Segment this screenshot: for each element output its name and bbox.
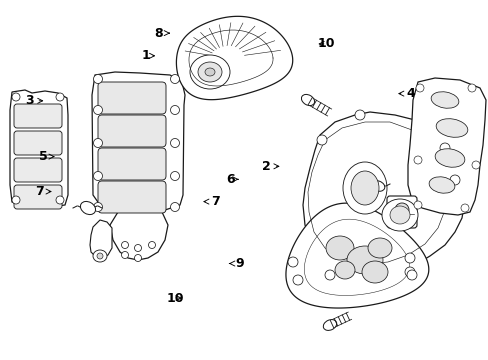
Ellipse shape bbox=[404, 253, 414, 263]
Text: 10: 10 bbox=[166, 292, 183, 305]
Ellipse shape bbox=[316, 135, 326, 145]
Ellipse shape bbox=[334, 261, 354, 279]
Ellipse shape bbox=[428, 177, 454, 193]
FancyBboxPatch shape bbox=[14, 131, 62, 155]
Ellipse shape bbox=[323, 320, 336, 330]
Ellipse shape bbox=[325, 270, 334, 280]
FancyBboxPatch shape bbox=[98, 148, 165, 180]
Ellipse shape bbox=[439, 143, 449, 153]
Polygon shape bbox=[90, 220, 112, 258]
Ellipse shape bbox=[354, 110, 364, 120]
Ellipse shape bbox=[394, 203, 408, 217]
Ellipse shape bbox=[81, 202, 95, 215]
Polygon shape bbox=[176, 16, 292, 100]
Ellipse shape bbox=[121, 242, 128, 248]
Ellipse shape bbox=[361, 261, 387, 283]
Ellipse shape bbox=[350, 171, 378, 205]
Ellipse shape bbox=[198, 62, 222, 82]
Polygon shape bbox=[92, 72, 184, 212]
Ellipse shape bbox=[389, 206, 409, 224]
Ellipse shape bbox=[170, 75, 179, 84]
Ellipse shape bbox=[292, 275, 303, 285]
Ellipse shape bbox=[404, 267, 414, 277]
Ellipse shape bbox=[415, 84, 423, 92]
FancyBboxPatch shape bbox=[98, 82, 165, 114]
Ellipse shape bbox=[170, 202, 179, 211]
Ellipse shape bbox=[342, 162, 386, 214]
Ellipse shape bbox=[170, 139, 179, 148]
Ellipse shape bbox=[170, 171, 179, 180]
Ellipse shape bbox=[93, 202, 102, 211]
Text: 10: 10 bbox=[317, 37, 335, 50]
Text: 9: 9 bbox=[229, 257, 244, 270]
Ellipse shape bbox=[449, 175, 459, 185]
Ellipse shape bbox=[93, 250, 107, 262]
Polygon shape bbox=[303, 112, 464, 275]
FancyBboxPatch shape bbox=[98, 181, 165, 213]
Text: 7: 7 bbox=[203, 195, 219, 208]
FancyBboxPatch shape bbox=[14, 104, 62, 128]
Ellipse shape bbox=[56, 196, 64, 204]
Ellipse shape bbox=[301, 94, 314, 105]
Ellipse shape bbox=[93, 75, 102, 84]
Ellipse shape bbox=[134, 244, 141, 252]
Ellipse shape bbox=[93, 171, 102, 180]
Ellipse shape bbox=[460, 204, 468, 212]
Ellipse shape bbox=[93, 139, 102, 148]
FancyBboxPatch shape bbox=[386, 196, 416, 228]
Ellipse shape bbox=[346, 246, 382, 274]
Polygon shape bbox=[285, 203, 428, 308]
Ellipse shape bbox=[93, 105, 102, 114]
Ellipse shape bbox=[370, 181, 384, 191]
Ellipse shape bbox=[170, 105, 179, 114]
Text: 8: 8 bbox=[154, 27, 169, 40]
Text: 6: 6 bbox=[226, 173, 238, 186]
Ellipse shape bbox=[12, 93, 20, 101]
Ellipse shape bbox=[435, 119, 467, 137]
Ellipse shape bbox=[413, 201, 421, 209]
Ellipse shape bbox=[148, 242, 155, 248]
Ellipse shape bbox=[204, 68, 215, 76]
Ellipse shape bbox=[325, 236, 353, 260]
Ellipse shape bbox=[413, 156, 421, 164]
Text: 3: 3 bbox=[25, 94, 42, 107]
Ellipse shape bbox=[467, 84, 475, 92]
FancyBboxPatch shape bbox=[14, 158, 62, 182]
FancyBboxPatch shape bbox=[14, 185, 62, 209]
Ellipse shape bbox=[430, 92, 458, 108]
Ellipse shape bbox=[56, 93, 64, 101]
Ellipse shape bbox=[134, 255, 141, 261]
Ellipse shape bbox=[406, 270, 416, 280]
Ellipse shape bbox=[121, 252, 128, 258]
Text: 1: 1 bbox=[141, 49, 154, 62]
Text: 4: 4 bbox=[398, 87, 414, 100]
Ellipse shape bbox=[190, 55, 229, 89]
Polygon shape bbox=[110, 212, 168, 260]
Ellipse shape bbox=[434, 149, 464, 167]
Text: 5: 5 bbox=[39, 150, 54, 163]
Text: 7: 7 bbox=[35, 185, 51, 198]
Ellipse shape bbox=[287, 257, 297, 267]
Polygon shape bbox=[407, 78, 485, 215]
Text: 2: 2 bbox=[262, 160, 278, 173]
FancyBboxPatch shape bbox=[98, 115, 165, 147]
Ellipse shape bbox=[471, 161, 479, 169]
Ellipse shape bbox=[12, 196, 20, 204]
Ellipse shape bbox=[367, 238, 391, 258]
Ellipse shape bbox=[97, 253, 103, 259]
Ellipse shape bbox=[381, 199, 417, 231]
Polygon shape bbox=[10, 90, 68, 207]
